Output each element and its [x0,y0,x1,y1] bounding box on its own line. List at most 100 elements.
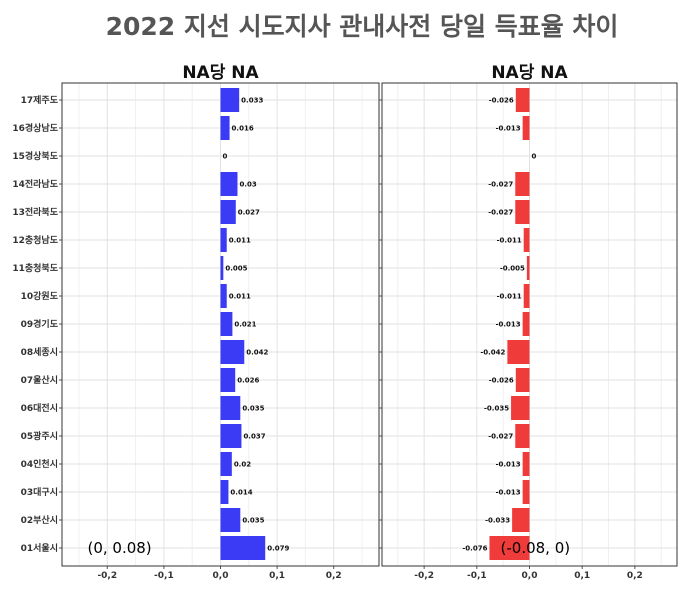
bar [512,508,530,532]
category-label: 01서울시 [21,542,58,554]
category-label: 08세종시 [21,346,58,358]
category-label: 10강원도 [21,290,59,302]
x-tick-label: 0,0 [522,571,538,581]
bar [522,480,530,504]
x-tick-label: -0,1 [467,571,487,581]
data-label: -0.027 [488,181,513,189]
bar [526,256,530,280]
data-label: -0.027 [488,209,513,217]
category-label: 17제주도 [21,94,59,106]
category-label: 13전라북도 [12,206,58,218]
bar [489,536,530,560]
bar [220,396,241,420]
data-label: 0 [223,153,228,161]
data-label: 0.035 [242,517,264,525]
bar [220,480,229,504]
category-label: 02부산시 [21,514,58,526]
bar [523,284,530,308]
bar [220,424,242,448]
bar [220,200,236,224]
category-label: 16경상남도 [12,122,58,134]
category-label: 07울산시 [21,374,58,386]
chart-title: 2022 지선 시도지사 관내사전 당일 득표율 차이 [106,12,619,41]
data-label: -0.013 [496,125,521,133]
category-label: 04인천시 [21,459,58,470]
bar [515,200,530,224]
bar [220,284,227,308]
bar [523,228,530,252]
data-label: 0.033 [241,97,263,105]
data-label: 0.011 [229,293,251,301]
data-label: -0.011 [497,237,522,245]
bar [515,424,530,448]
data-label: -0.027 [488,433,513,441]
data-label: 0.005 [225,265,247,273]
data-label: -0.035 [484,405,509,413]
bar [522,312,530,336]
category-label: 09경기도 [21,318,59,330]
data-label: 0.011 [229,237,251,245]
data-label: 0.027 [238,209,260,217]
bar [220,312,233,336]
data-label: -0.013 [496,461,521,469]
category-label: 06대전시 [21,402,58,414]
x-tick-label: -0,1 [154,571,174,581]
x-tick-label: 0,2 [627,571,643,581]
annotation-label: (-0.08, 0) [501,539,571,557]
bar [511,396,530,420]
data-label: -0.011 [497,293,522,301]
bar [515,88,530,112]
bar [220,536,266,560]
data-label: -0.013 [496,489,521,497]
data-label: -0.076 [462,545,487,553]
data-label: 0.016 [232,125,254,133]
bar [220,172,238,196]
bar [515,368,530,392]
data-label: -0.042 [480,349,505,357]
bar [522,116,530,140]
bar [522,452,530,476]
data-label: -0.026 [489,97,514,105]
category-label: 03대구시 [21,486,58,498]
data-label: 0.035 [242,405,264,413]
data-label: 0.021 [234,321,256,329]
data-label: 0.02 [234,461,251,469]
data-label: 0.042 [246,349,268,357]
x-tick-label: -0,2 [414,571,434,581]
data-label: 0 [532,153,537,161]
bar [220,508,241,532]
data-label: -0.013 [496,321,521,329]
x-tick-label: -0,2 [97,571,117,581]
bar [220,116,230,140]
panel-title: NA당 NA [182,63,259,83]
bar [220,228,227,252]
bar [220,340,245,364]
bar [515,172,530,196]
category-label: 11충청북도 [12,262,58,274]
panel-border [381,82,678,567]
bar [220,452,232,476]
panel-title: NA당 NA [491,63,568,83]
data-label: -0.033 [485,517,510,525]
data-label: 0.079 [267,545,289,553]
data-label: -0.005 [500,265,525,273]
x-tick-label: 0,0 [213,571,229,581]
category-label: 15경상북도 [12,150,58,162]
chart-panel-2: NA당 NA -0.026 -0.013 0 -0.027 -0.027 -0.011 -0.… [379,63,678,581]
bar [220,368,236,392]
bar [220,256,224,280]
category-label: 12충청남도 [12,234,58,246]
x-tick-label: 0,2 [326,571,342,581]
data-label: 0.037 [243,433,265,441]
data-label: 0.026 [237,377,259,385]
category-label: 05광주시 [21,430,58,442]
annotation-label: (0, 0.08) [87,539,151,557]
bar [507,340,530,364]
data-label: 0.03 [239,181,256,189]
x-tick-label: 0,1 [574,571,590,581]
data-label: -0.026 [489,377,514,385]
bar [220,88,240,112]
data-label: 0.014 [230,489,252,497]
